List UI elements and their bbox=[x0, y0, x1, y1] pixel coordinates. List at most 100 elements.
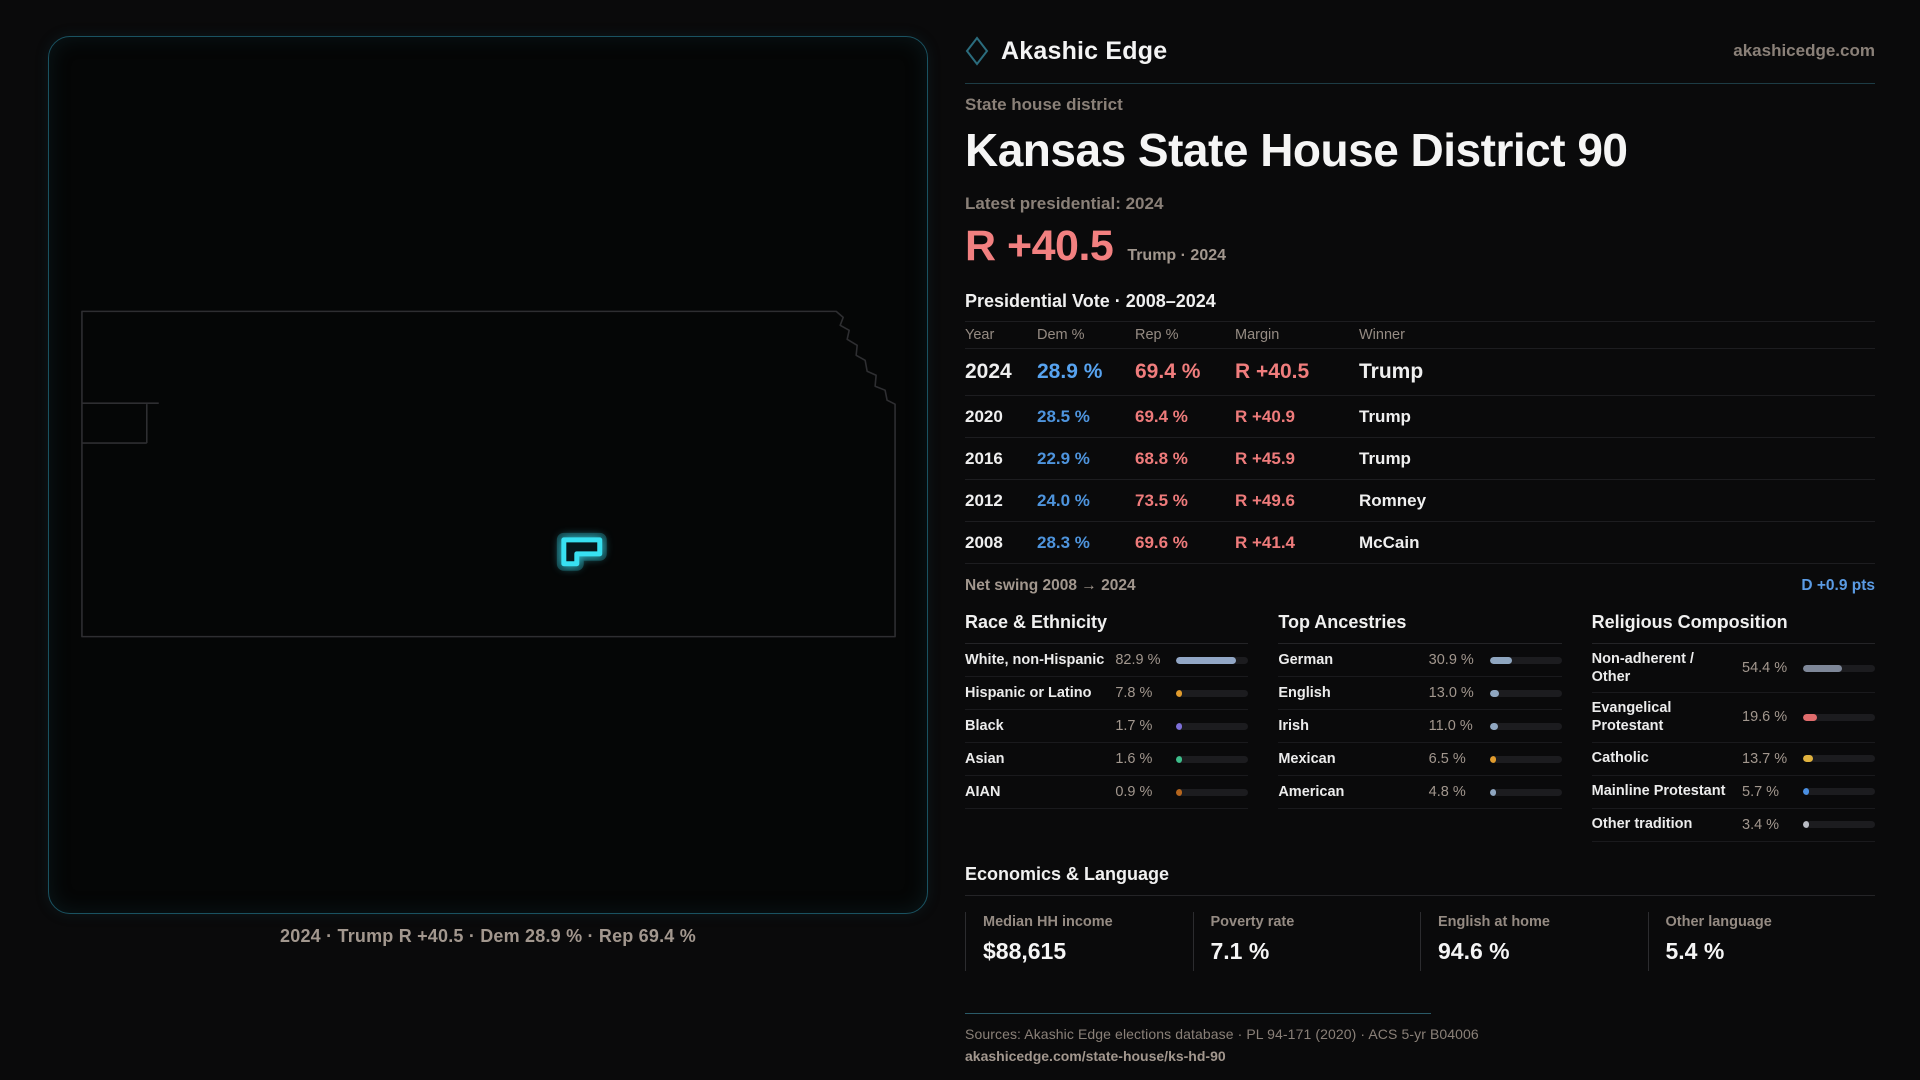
demographic-bar-track bbox=[1176, 755, 1249, 763]
cell-winner: Romney bbox=[1359, 490, 1427, 510]
demographic-bar-track bbox=[1803, 755, 1875, 762]
demographic-bar-fill bbox=[1176, 656, 1237, 664]
cell-winner: Trump bbox=[1359, 406, 1411, 426]
demographic-label: AIAN bbox=[965, 783, 1001, 800]
demographic-bar-track bbox=[1803, 713, 1875, 721]
col-dem: Dem % bbox=[1037, 327, 1085, 343]
demographic-value: 4.8 % bbox=[1428, 784, 1466, 800]
district-type-kicker: State house district bbox=[965, 95, 1123, 114]
demographic-bar-fill bbox=[1489, 755, 1496, 763]
stat-value: 7.1 % bbox=[1210, 937, 1270, 964]
demographic-bar-fill bbox=[1803, 755, 1813, 762]
cell-dem-pct: 28.5 % bbox=[1037, 406, 1090, 426]
demographic-bar-track bbox=[1489, 656, 1562, 664]
race-ethnicity-list: White, non-Hispanic 82.9 % Hispanic or L… bbox=[965, 644, 1249, 809]
demographic-bar-track bbox=[1176, 656, 1249, 664]
cell-rep-pct: 69.4 % bbox=[1135, 406, 1188, 426]
stat-value: $88,615 bbox=[983, 937, 1067, 964]
demographic-bar-fill bbox=[1489, 722, 1498, 730]
demographic-value: 30.9 % bbox=[1428, 652, 1474, 668]
demographic-row: Mexican 6.5 % bbox=[1278, 743, 1562, 776]
district-highlight bbox=[561, 537, 603, 567]
economics-stat: Median HH income $88,615 bbox=[965, 911, 1193, 971]
demographic-value: 82.9 % bbox=[1115, 652, 1161, 668]
demographic-bar-track bbox=[1803, 664, 1875, 672]
cell-rep-pct: 69.6 % bbox=[1135, 532, 1188, 552]
cell-year: 2008 bbox=[965, 532, 1003, 552]
county-outline bbox=[81, 402, 159, 444]
map-caption: 2024 · Trump R +40.5 · Dem 28.9 % · Rep … bbox=[280, 926, 696, 946]
demographic-bar-fill bbox=[1489, 788, 1496, 796]
demographic-row: Other tradition 3.4 % bbox=[1591, 809, 1875, 842]
demographic-label: Mexican bbox=[1278, 750, 1336, 767]
economics-stat: English at home 94.6 % bbox=[1420, 911, 1648, 971]
demographic-bar-fill bbox=[1803, 788, 1809, 795]
demographic-bar-track bbox=[1176, 788, 1249, 796]
demographic-bar-track bbox=[1489, 788, 1562, 796]
demographic-bar-track bbox=[1489, 722, 1562, 730]
brand-domain-link[interactable]: akashicedge.com bbox=[1733, 41, 1875, 60]
vote-table-header: Year Dem % Rep % Margin Winner bbox=[965, 321, 1875, 349]
latest-presidential-label: Latest presidential: 2024 bbox=[965, 194, 1164, 213]
demographic-bar-fill bbox=[1489, 689, 1500, 697]
demographic-row: White, non-Hispanic 82.9 % bbox=[965, 644, 1249, 677]
race-ethnicity-title: Race & Ethnicity bbox=[965, 612, 1249, 644]
cell-year: 2020 bbox=[965, 406, 1003, 426]
net-swing-row: Net swing 2008 → 2024 D +0.9 pts bbox=[965, 577, 1875, 595]
demographic-bar-fill bbox=[1176, 755, 1183, 763]
demographic-row: English 13.0 % bbox=[1278, 677, 1562, 710]
demographics-section: Race & Ethnicity White, non-Hispanic 82.… bbox=[965, 612, 1875, 842]
cell-dem-pct: 24.0 % bbox=[1037, 490, 1090, 510]
diamond-icon bbox=[965, 36, 989, 66]
permalink-url[interactable]: akashicedge.com/state-house/ks-hd-90 bbox=[965, 1047, 1226, 1064]
demographic-value: 3.4 % bbox=[1742, 816, 1780, 833]
kansas-map bbox=[81, 310, 896, 638]
economics-divider bbox=[965, 894, 1875, 896]
vote-table-title: Presidential Vote · 2008–2024 bbox=[965, 291, 1216, 311]
stat-label: Other language bbox=[1665, 913, 1772, 930]
demographic-value: 7.8 % bbox=[1115, 685, 1153, 701]
cell-rep-pct: 69.4 % bbox=[1135, 360, 1201, 383]
demographic-label: Mainline Protestant bbox=[1591, 783, 1726, 800]
headline-margin-value: R +40.5 bbox=[965, 222, 1114, 270]
demographic-value: 6.5 % bbox=[1428, 751, 1466, 767]
footer: Sources: Akashic Edge elections database… bbox=[965, 1012, 1875, 1066]
demographic-value: 19.6 % bbox=[1742, 709, 1788, 726]
headline-margin-row: R +40.5 Trump · 2024 bbox=[965, 222, 1875, 271]
demographic-row: Evangelical Protestant 19.6 % bbox=[1591, 693, 1875, 743]
demographic-row: Irish 11.0 % bbox=[1278, 710, 1562, 743]
demographic-label: English bbox=[1278, 684, 1331, 701]
cell-margin: R +49.6 bbox=[1235, 490, 1296, 510]
cell-rep-pct: 73.5 % bbox=[1135, 490, 1188, 510]
district-map-panel bbox=[48, 36, 928, 914]
cell-margin: R +40.9 bbox=[1235, 406, 1296, 426]
demographic-label: Asian bbox=[965, 750, 1005, 767]
cell-winner: Trump bbox=[1359, 448, 1411, 468]
col-winner: Winner bbox=[1359, 327, 1405, 343]
demographic-value: 11.0 % bbox=[1428, 718, 1473, 734]
demographic-row: AIAN 0.9 % bbox=[965, 776, 1249, 809]
col-margin: Margin bbox=[1235, 327, 1280, 343]
page-title: Kansas State House District 90 bbox=[965, 124, 1628, 176]
demographic-bar-track bbox=[1489, 689, 1562, 697]
cell-margin: R +41.4 bbox=[1235, 532, 1296, 552]
col-rep: Rep % bbox=[1135, 327, 1179, 343]
presidential-vote-table: Year Dem % Rep % Margin Winner 2024 28.9… bbox=[965, 321, 1875, 564]
economics-stat: Poverty rate 7.1 % bbox=[1192, 911, 1421, 971]
demographic-bar-fill bbox=[1176, 689, 1183, 697]
stat-value: 5.4 % bbox=[1665, 937, 1725, 964]
footer-divider bbox=[965, 1012, 1431, 1014]
demographic-label: Irish bbox=[1278, 717, 1309, 734]
demographic-label: Non-adherent / Other bbox=[1591, 651, 1694, 686]
ancestries-column: Top Ancestries German 30.9 % English 13.… bbox=[1278, 612, 1562, 842]
demographic-label: German bbox=[1278, 651, 1334, 668]
economics-title: Economics & Language bbox=[965, 863, 1170, 884]
economics-stat: Other language 5.4 % bbox=[1647, 911, 1876, 971]
religion-list: Non-adherent / Other 54.4 % Evangelical … bbox=[1591, 644, 1875, 842]
demographic-row: German 30.9 % bbox=[1278, 644, 1562, 677]
demographic-bar-fill bbox=[1176, 722, 1183, 730]
demographic-bar-track bbox=[1803, 788, 1875, 795]
demographic-row: Asian 1.6 % bbox=[965, 743, 1249, 776]
vote-table-row: 2024 28.9 % 69.4 % R +40.5 Trump bbox=[965, 349, 1875, 396]
brand-header: Akashic Edge akashicedge.com bbox=[965, 34, 1875, 68]
